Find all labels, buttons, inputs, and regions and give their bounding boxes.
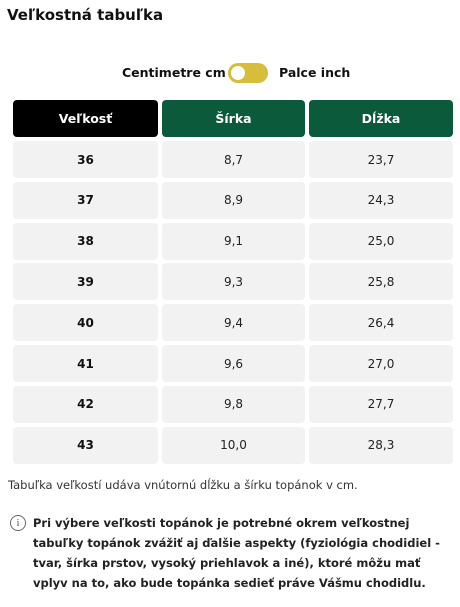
table-row: 42 9,8 27,7 — [13, 385, 453, 423]
table-note: Tabuľka veľkostí udáva vnútornú dĺžku a … — [8, 478, 358, 492]
cell-length: 24,3 — [309, 181, 453, 219]
table-row: 37 8,9 24,3 — [13, 181, 453, 219]
cell-width: 9,3 — [162, 263, 305, 301]
unit-switch[interactable] — [228, 63, 268, 83]
cell-length: 27,7 — [309, 385, 453, 423]
cell-size: 42 — [13, 385, 158, 423]
table-row: 36 8,7 23,7 — [13, 141, 453, 178]
cell-width: 10,0 — [162, 426, 305, 464]
cell-width: 8,9 — [162, 181, 305, 219]
unit-label-inch: Palce inch — [279, 65, 351, 80]
header-length: Dĺžka — [309, 100, 453, 137]
cell-width: 9,1 — [162, 222, 305, 260]
info-text: Pri výbere veľkosti topánok je potrebné … — [33, 516, 440, 590]
header-size: Veľkosť — [13, 100, 158, 137]
cell-length: 23,7 — [309, 141, 453, 178]
cell-length: 26,4 — [309, 304, 453, 342]
cell-length: 27,0 — [309, 345, 453, 382]
table-row: 40 9,4 26,4 — [13, 304, 453, 342]
table-row: 39 9,3 25,8 — [13, 263, 453, 301]
header-width: Šírka — [162, 100, 305, 137]
table-header-row: Veľkosť Šírka Dĺžka — [13, 100, 453, 137]
page-title: Veľkostná tabuľka — [7, 6, 164, 24]
cell-width: 9,8 — [162, 385, 305, 423]
cell-size: 38 — [13, 222, 158, 260]
unit-toggle: Centimetre cm Palce inch — [0, 63, 460, 83]
cell-size: 39 — [13, 263, 158, 301]
cell-size: 37 — [13, 181, 158, 219]
cell-length: 25,0 — [309, 222, 453, 260]
cell-width: 9,4 — [162, 304, 305, 342]
cell-width: 9,6 — [162, 345, 305, 382]
cell-size: 36 — [13, 141, 158, 178]
table-row: 41 9,6 27,0 — [13, 345, 453, 382]
table-row: 43 10,0 28,3 — [13, 426, 453, 464]
table-row: 38 9,1 25,0 — [13, 222, 453, 260]
unit-label-cm: Centimetre cm — [122, 65, 226, 80]
info-icon: i — [10, 515, 26, 531]
size-table: Veľkosť Šírka Dĺžka 36 8,7 23,7 37 8,9 24,3 38… — [13, 100, 453, 464]
cell-length: 28,3 — [309, 426, 453, 464]
cell-width: 8,7 — [162, 141, 305, 178]
switch-knob — [231, 66, 245, 80]
cell-length: 25,8 — [309, 263, 453, 301]
cell-size: 40 — [13, 304, 158, 342]
cell-size: 41 — [13, 345, 158, 382]
cell-size: 43 — [13, 426, 158, 464]
